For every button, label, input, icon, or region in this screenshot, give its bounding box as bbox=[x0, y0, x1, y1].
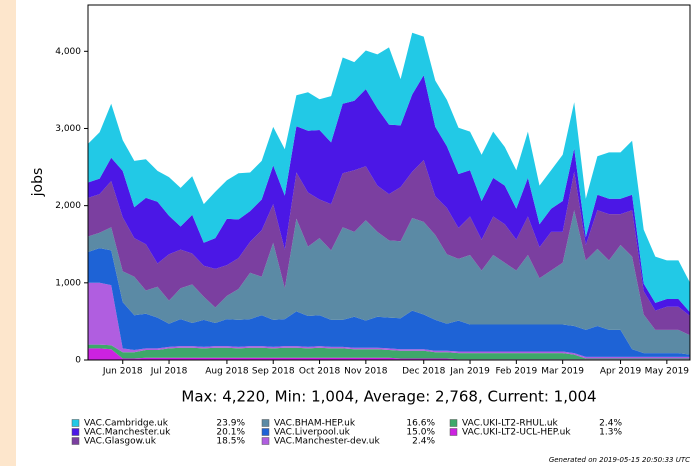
legend-swatch bbox=[449, 428, 458, 436]
area bbox=[88, 32, 690, 313]
legend-swatch bbox=[261, 419, 270, 427]
x-tick-label: Mar 2019 bbox=[541, 367, 584, 377]
legend-label: VAC.BHAM-HEP.uk bbox=[274, 419, 356, 429]
legend-swatch bbox=[71, 428, 80, 436]
legend-label: VAC.Glasgow.uk bbox=[84, 437, 157, 447]
y-tick-label: 3,000 bbox=[55, 124, 81, 134]
plot-frame bbox=[87, 4, 691, 361]
legend-share: 23.9% bbox=[216, 419, 245, 429]
area bbox=[88, 248, 690, 357]
x-tick-label: Aug 2018 bbox=[205, 367, 249, 377]
y-axis-label: jobs bbox=[30, 168, 46, 198]
x-tick-label: May 2019 bbox=[645, 367, 690, 377]
area bbox=[88, 75, 690, 316]
legend-label: VAC.Manchester-dev.uk bbox=[274, 437, 380, 447]
area bbox=[88, 210, 690, 355]
legend-swatch bbox=[71, 419, 80, 427]
legend-share: 16.6% bbox=[406, 419, 435, 429]
legend-share: 2.4% bbox=[412, 437, 435, 447]
legend-swatch bbox=[261, 437, 270, 445]
area bbox=[88, 344, 690, 360]
legend-swatch bbox=[449, 419, 458, 427]
area bbox=[88, 160, 690, 336]
y-tick-label: 0 bbox=[75, 356, 81, 366]
plot bbox=[88, 32, 690, 360]
x-tick-label: Jan 2019 bbox=[449, 367, 490, 377]
y-tick-label: 2,000 bbox=[55, 201, 81, 211]
legend-share: 2.4% bbox=[599, 419, 622, 429]
y-tick-label: 1,000 bbox=[55, 278, 81, 288]
legend-share: 18.5% bbox=[216, 437, 245, 447]
legend-swatch bbox=[261, 428, 270, 436]
x-tick-label: Feb 2019 bbox=[495, 367, 537, 377]
legend-label: VAC.Manchester.uk bbox=[84, 428, 171, 438]
legend-share: 20.1% bbox=[216, 428, 245, 438]
legend-label: VAC.Liverpool.uk bbox=[274, 428, 351, 438]
x-tick-label: Oct 2018 bbox=[299, 367, 341, 377]
legend-share: 15.0% bbox=[406, 428, 435, 438]
footer: Generated on 2019-05-15 20:50:33 UTC bbox=[549, 456, 690, 464]
legend-share: 1.3% bbox=[599, 428, 622, 438]
x-tick-label: Jul 2018 bbox=[150, 367, 188, 377]
x-tick-label: Sep 2018 bbox=[252, 367, 295, 377]
x-tick-label: Nov 2018 bbox=[344, 367, 388, 377]
legend-swatch bbox=[71, 437, 80, 445]
side-strip bbox=[0, 0, 16, 466]
legend-label: VAC.UKI-LT2-RHUL.uk bbox=[462, 419, 559, 429]
x-tick-label: Apr 2019 bbox=[600, 367, 642, 377]
legend-label: VAC.UKI-LT2-UCL-HEP.uk bbox=[462, 428, 571, 438]
x-tick-label: Jun 2018 bbox=[102, 367, 143, 377]
x-tick-label: Dec 2018 bbox=[402, 367, 445, 377]
legend-label: VAC.Cambridge.uk bbox=[84, 419, 169, 429]
y-tick-label: 4,000 bbox=[55, 47, 81, 57]
summary: Max: 4,220, Min: 1,004, Average: 2,768, … bbox=[181, 388, 596, 406]
area bbox=[88, 348, 690, 360]
